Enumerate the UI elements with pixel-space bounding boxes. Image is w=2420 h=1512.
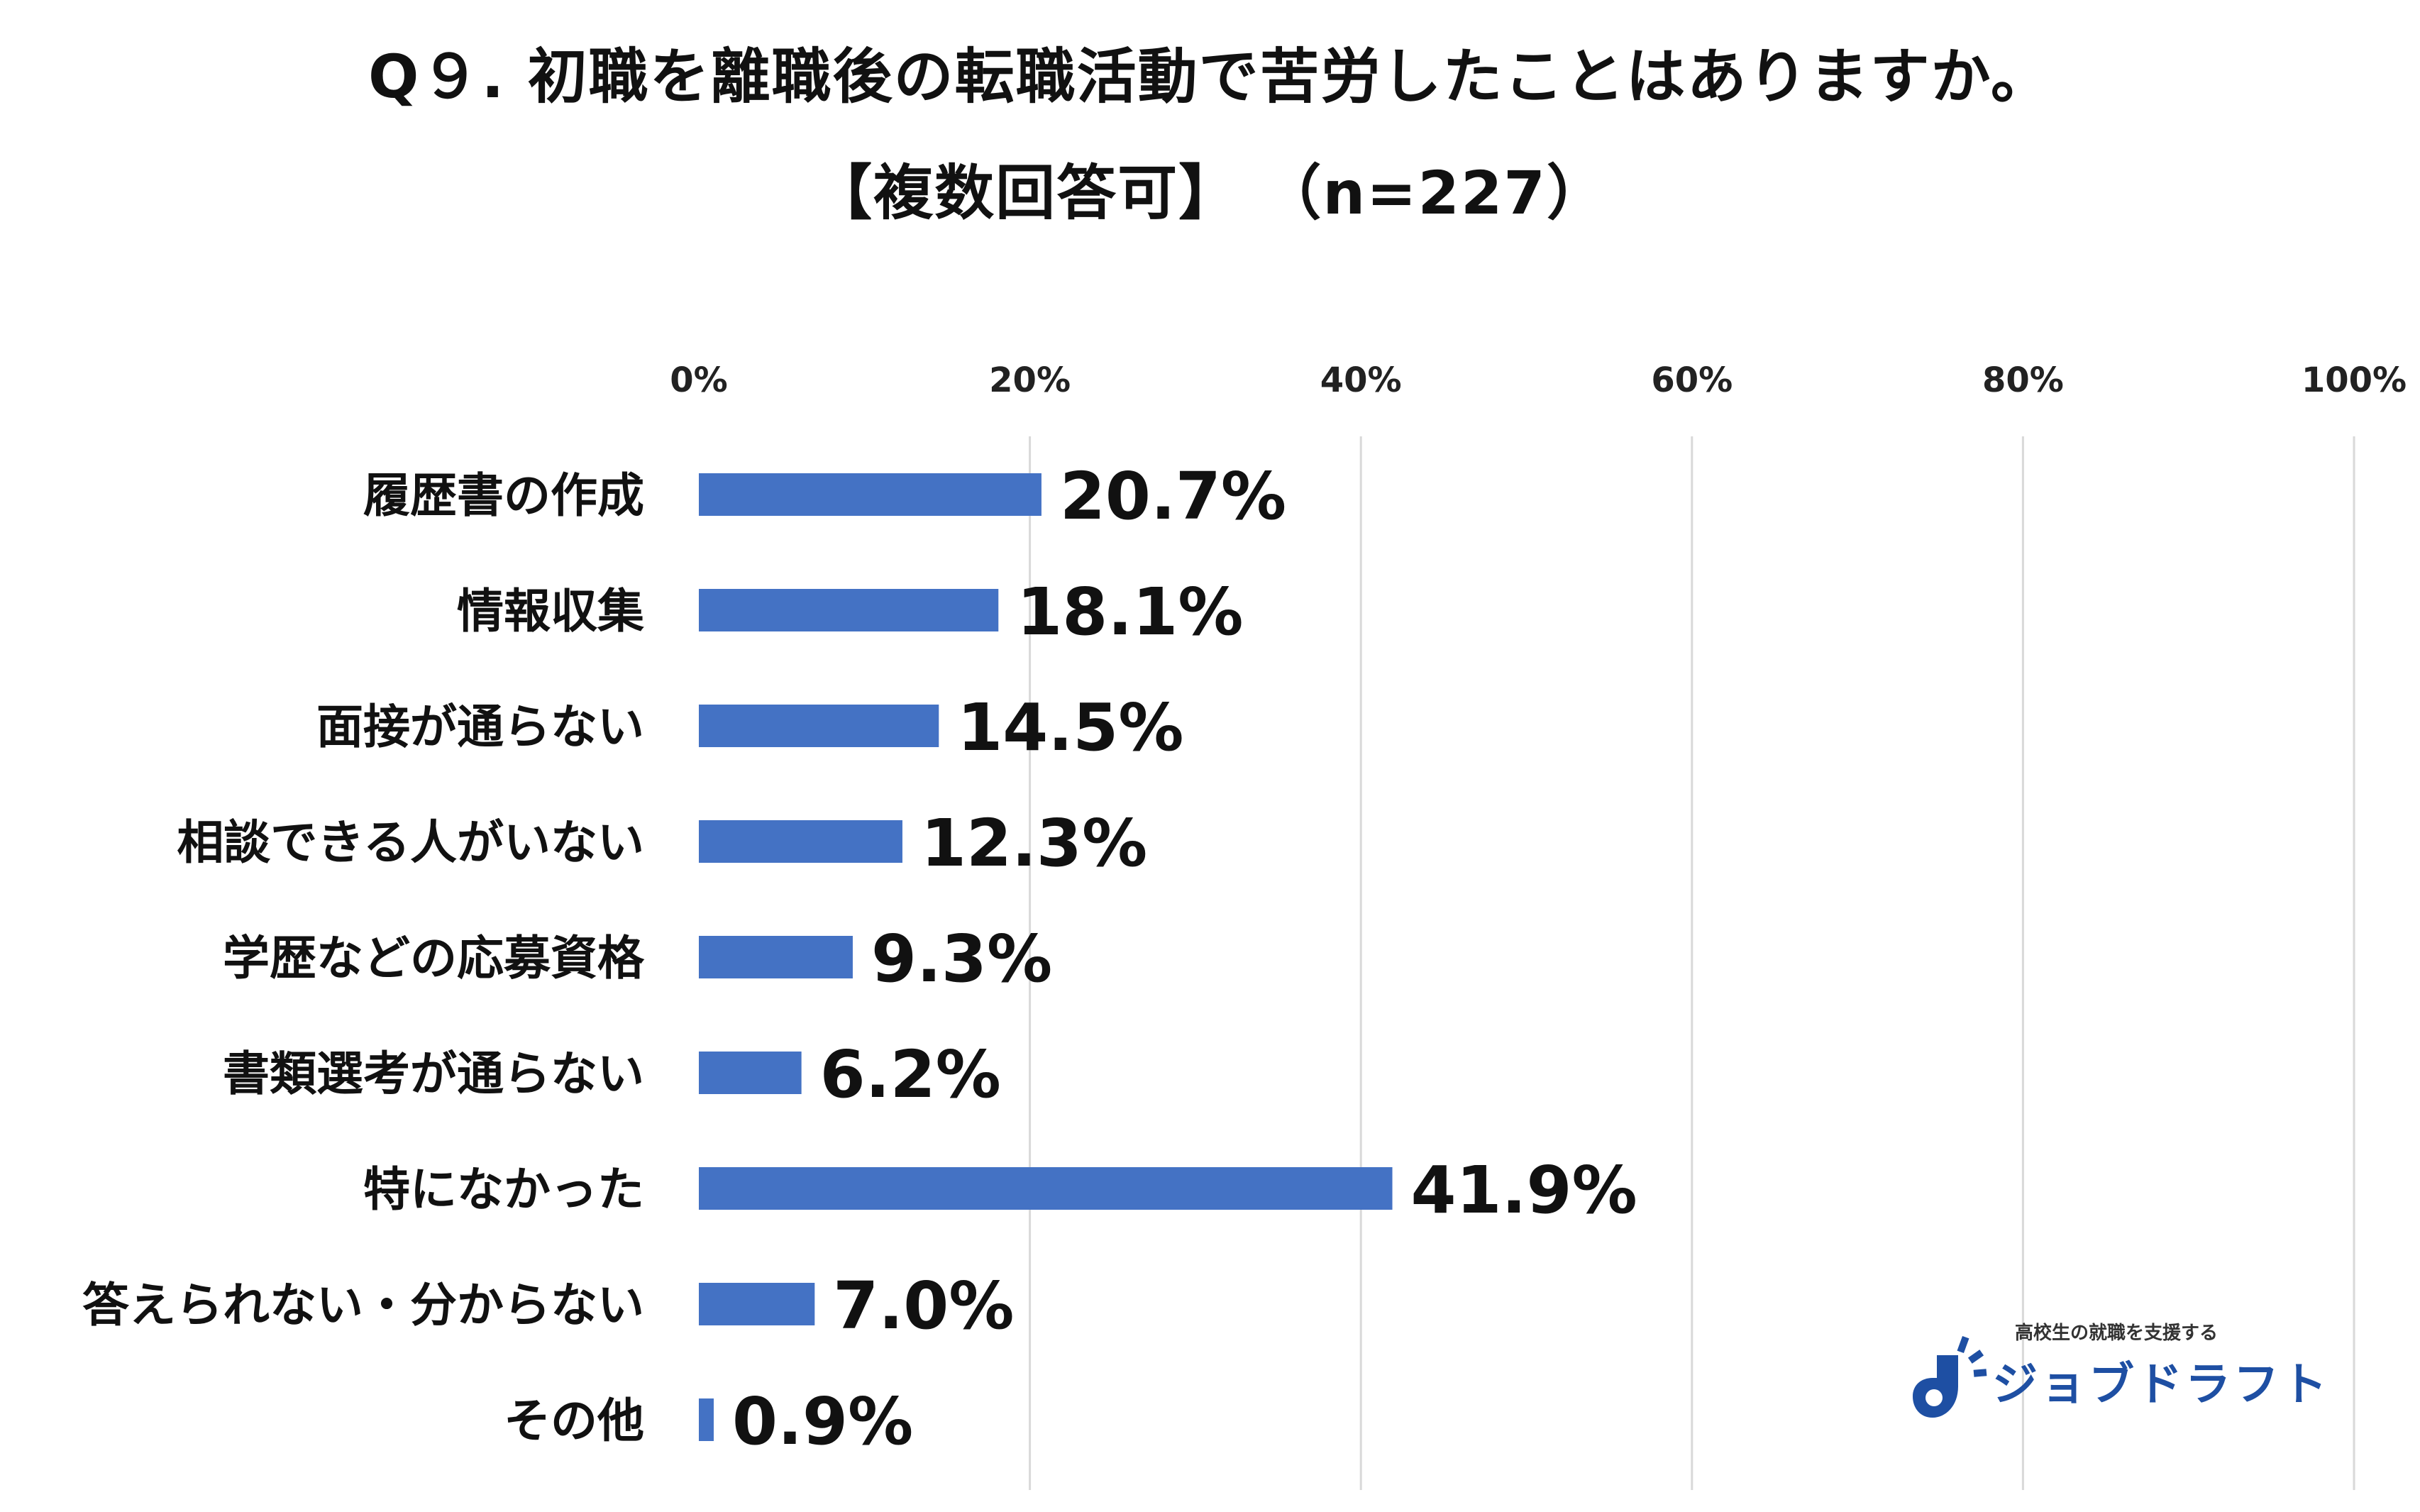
bar bbox=[699, 936, 853, 978]
x-tick-label: 100% bbox=[2302, 360, 2407, 400]
chart-title-block: Q９. 初職を離職後の転職活動で苦労したことはありますか。 【複数回答可】 （n… bbox=[0, 34, 2420, 236]
value-label: 12.3% bbox=[921, 805, 1147, 881]
bar bbox=[699, 473, 1042, 516]
bar bbox=[699, 1283, 815, 1325]
value-label: 14.5% bbox=[957, 690, 1183, 766]
bar bbox=[699, 705, 939, 747]
gridlines bbox=[1029, 436, 2355, 1490]
category-label: 情報収集 bbox=[457, 584, 644, 639]
category-label: その他 bbox=[504, 1394, 644, 1448]
chart-subtitle: 【複数回答可】 （n=227） bbox=[812, 158, 1608, 228]
value-label: 0.9% bbox=[732, 1384, 913, 1459]
x-tick-label: 0% bbox=[670, 360, 728, 400]
x-tick-label: 60% bbox=[1651, 360, 1733, 400]
logo-mark-icon bbox=[1913, 1335, 1987, 1418]
logo-tagline: 高校生の就職を支援する bbox=[2015, 1323, 2219, 1344]
category-label: 答えられない・分からない bbox=[82, 1278, 644, 1332]
bar bbox=[699, 1052, 802, 1094]
chart-title: Q９. 初職を離職後の転職活動で苦労したことはありますか。 bbox=[368, 42, 2052, 111]
value-label: 20.7% bbox=[1060, 458, 1286, 534]
value-labels: 20.7% 18.1% 14.5% 12.3% 9.3% 6.2% 41.9% 7.0% 0.9… bbox=[732, 458, 1637, 1459]
x-tick-label: 80% bbox=[1982, 360, 2064, 400]
category-label: 履歴書の作成 bbox=[363, 468, 644, 523]
category-label: 特になかった bbox=[363, 1162, 644, 1217]
value-label: 18.1% bbox=[1017, 574, 1243, 650]
value-label: 7.0% bbox=[833, 1268, 1014, 1344]
x-tick-label: 40% bbox=[1320, 360, 1402, 400]
bar bbox=[699, 589, 999, 631]
value-label: 41.9% bbox=[1411, 1152, 1637, 1228]
category-label: 書類選考が通らない bbox=[223, 1047, 644, 1101]
value-label: 9.3% bbox=[871, 921, 1052, 997]
bar bbox=[699, 1398, 714, 1441]
jobdraft-logo: 高校生の就職を支援する ジョブドラフト bbox=[1908, 1318, 2327, 1425]
category-labels: 履歴書の作成情報収集面接が通らない相談できる人がいない学歴などの応募資格書類選考… bbox=[82, 468, 645, 1448]
category-label: 面接が通らない bbox=[316, 700, 644, 754]
value-label: 6.2% bbox=[820, 1037, 1001, 1113]
x-tick-label: 20% bbox=[989, 360, 1071, 400]
bar bbox=[699, 1167, 1393, 1210]
bars bbox=[699, 473, 1393, 1441]
x-axis-ticks: 0% 20% 40% 60% 80% 100% bbox=[670, 360, 2407, 400]
bar bbox=[699, 820, 902, 863]
category-label: 相談できる人がいない bbox=[177, 815, 644, 870]
logo-name: ジョブドラフト bbox=[1992, 1359, 2330, 1411]
category-label: 学歴などの応募資格 bbox=[223, 931, 645, 986]
